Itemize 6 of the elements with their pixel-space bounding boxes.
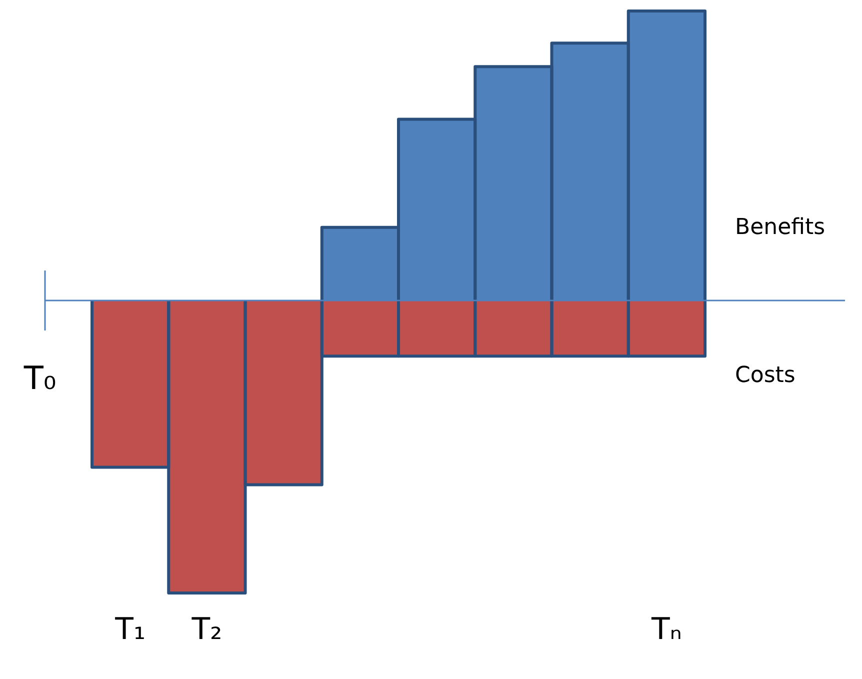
- x-tick-label: T₂: [190, 612, 222, 647]
- text: T₀: [22, 358, 56, 397]
- x-tick-label: Tₙ: [650, 612, 682, 647]
- series-label: Benefits: [735, 214, 826, 240]
- x-tick-label: T₁: [114, 612, 146, 647]
- series-label: Costs: [735, 362, 796, 388]
